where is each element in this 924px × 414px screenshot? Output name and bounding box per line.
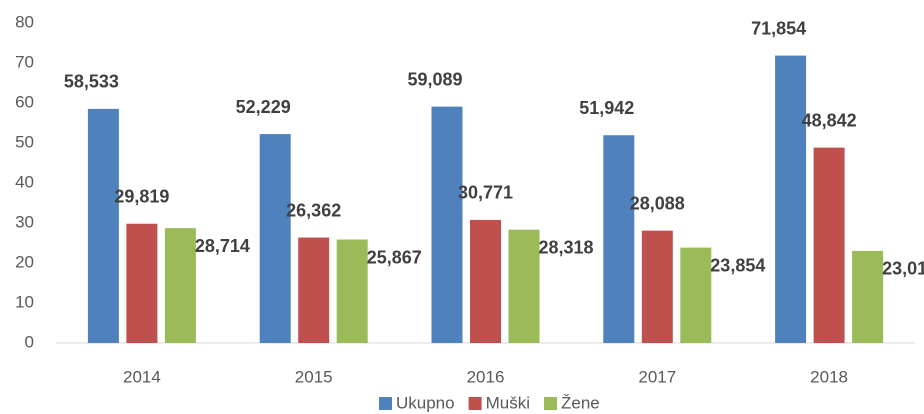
legend-label: Žene bbox=[561, 393, 600, 412]
x-tick-label: 2014 bbox=[123, 367, 161, 386]
bar bbox=[470, 219, 501, 343]
y-tick-label: 0 bbox=[25, 332, 34, 351]
bar bbox=[775, 55, 807, 344]
y-tick-label: 40 bbox=[15, 172, 34, 191]
legend-swatch bbox=[379, 397, 392, 410]
value-label: 28,714 bbox=[195, 236, 250, 256]
bar bbox=[641, 230, 673, 343]
bar bbox=[164, 228, 196, 343]
bar bbox=[603, 135, 635, 343]
bar bbox=[813, 147, 845, 343]
bar bbox=[87, 108, 119, 343]
value-label: 58,533 bbox=[64, 72, 119, 92]
bar bbox=[259, 134, 291, 343]
bar bbox=[508, 229, 540, 343]
bar bbox=[126, 223, 158, 343]
y-tick-label: 30 bbox=[15, 212, 34, 231]
bar bbox=[336, 239, 368, 343]
y-tick-label: 60 bbox=[15, 92, 34, 111]
legend-swatch bbox=[468, 397, 482, 410]
value-label: 59,089 bbox=[407, 69, 462, 89]
value-label: 28,088 bbox=[630, 193, 685, 213]
value-label: 48,842 bbox=[802, 110, 857, 130]
y-tick-label: 10 bbox=[15, 292, 34, 311]
bar bbox=[680, 247, 712, 343]
x-tick-label: 2017 bbox=[638, 367, 676, 386]
y-tick-label: 80 bbox=[15, 12, 34, 31]
value-label: 26,362 bbox=[286, 200, 341, 220]
bar bbox=[298, 237, 330, 343]
x-tick-label: 2015 bbox=[295, 367, 333, 386]
legend-label: Ukupno bbox=[396, 393, 455, 412]
x-tick-label: 2016 bbox=[467, 367, 505, 386]
y-tick-label: 50 bbox=[15, 132, 34, 151]
legend-label: Muški bbox=[486, 393, 530, 412]
value-label: 71,854 bbox=[751, 18, 806, 38]
value-label: 25,867 bbox=[367, 247, 422, 267]
value-label: 23,012 bbox=[882, 259, 924, 279]
y-tick-label: 20 bbox=[15, 252, 34, 271]
bar bbox=[431, 106, 463, 343]
y-tick-label: 70 bbox=[15, 52, 34, 71]
value-label: 52,229 bbox=[236, 97, 291, 117]
legend-swatch bbox=[544, 397, 558, 410]
value-label: 29,819 bbox=[114, 186, 169, 206]
bar bbox=[852, 250, 884, 343]
value-label: 30,771 bbox=[458, 183, 513, 203]
value-label: 23,854 bbox=[710, 255, 765, 275]
x-tick-label: 2018 bbox=[810, 367, 848, 386]
value-label: 51,942 bbox=[579, 98, 634, 118]
value-label: 28,318 bbox=[539, 237, 594, 257]
